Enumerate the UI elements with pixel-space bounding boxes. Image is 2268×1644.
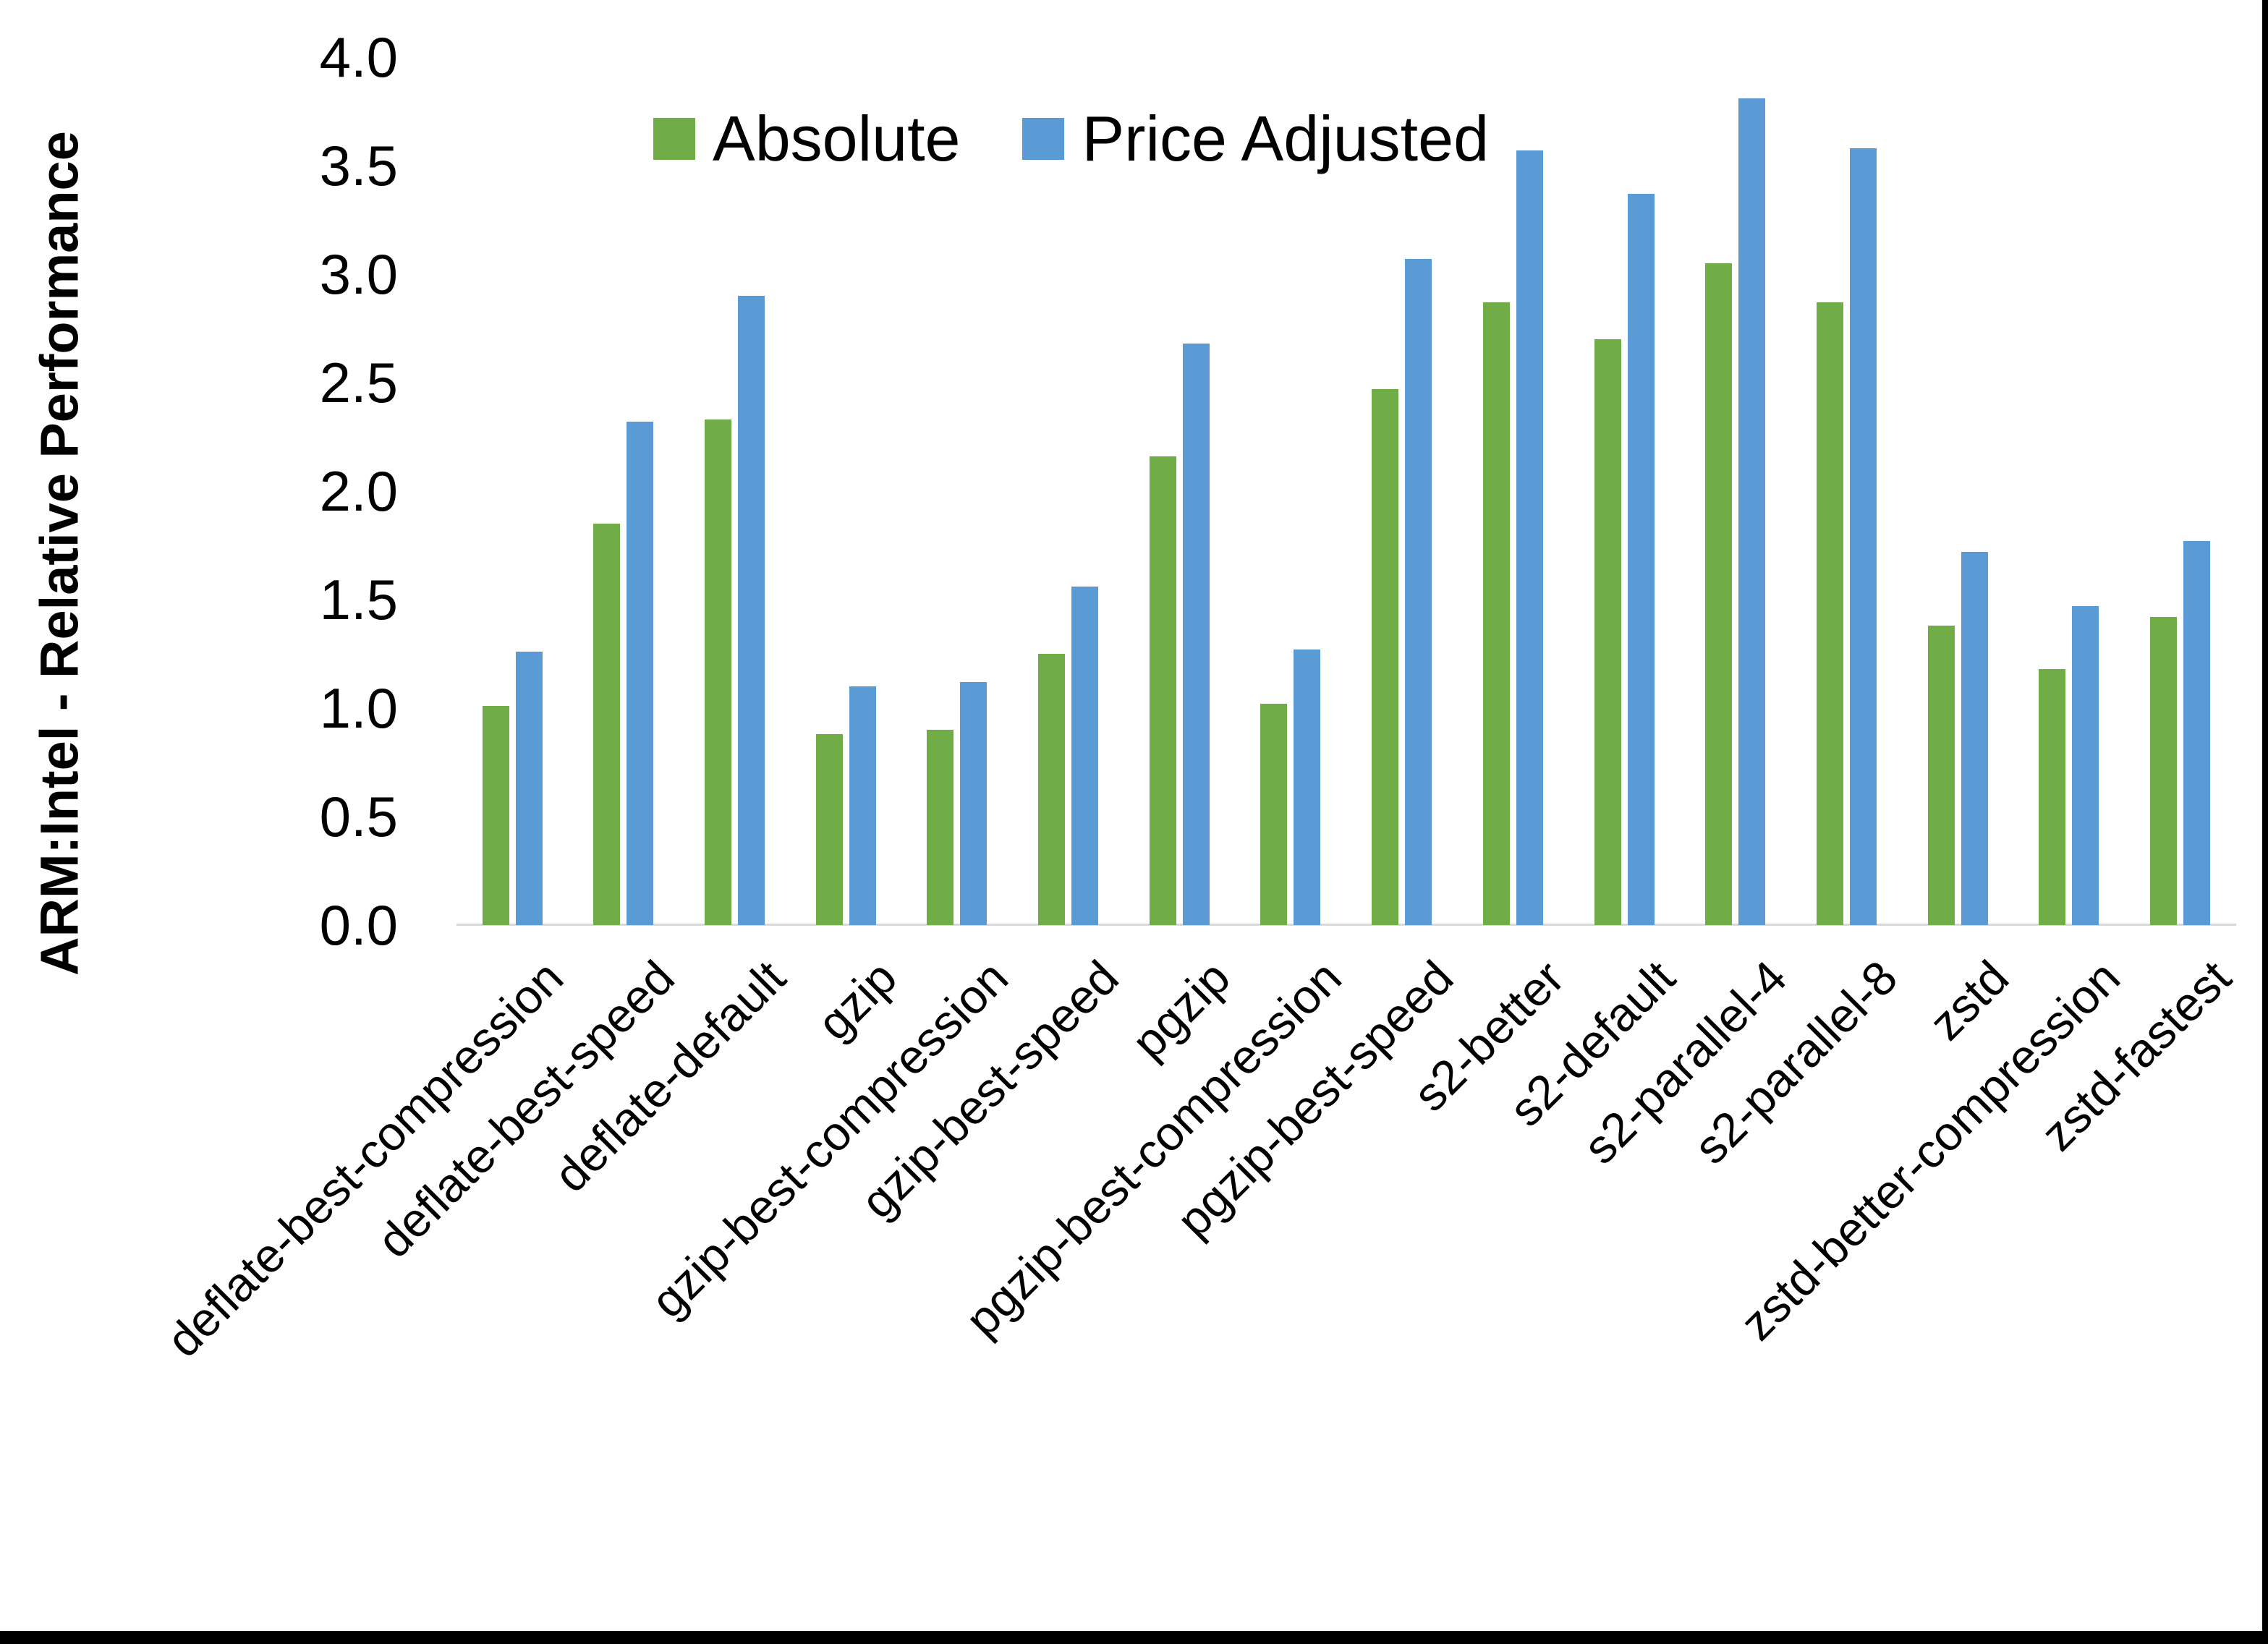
legend-label-price-adjusted: Price Adjusted <box>1082 103 1490 174</box>
bar-absolute-pgzip <box>1150 456 1176 925</box>
bar-price-adjusted-s2-parallel-4 <box>1738 98 1765 925</box>
legend-swatch-price-adjusted-icon <box>1022 118 1065 160</box>
y-tick-label: 0.5 <box>319 785 398 848</box>
legend-item-absolute: Absolute <box>653 107 960 171</box>
bar-price-adjusted-pgzip <box>1183 344 1210 925</box>
bar-absolute-deflate-best-compression <box>483 706 509 925</box>
bar-absolute-deflate-best-speed <box>593 524 620 925</box>
legend: Absolute Price Adjusted <box>653 107 1489 171</box>
bar-absolute-s2-parallel-4 <box>1705 263 1732 925</box>
bar-absolute-s2-parallel-8 <box>1817 302 1843 925</box>
bar-price-adjusted-zstd-fastest <box>2183 541 2210 925</box>
x-axis-line <box>456 924 2236 926</box>
bar-absolute-s2-better <box>1483 302 1510 925</box>
bar-price-adjusted-gzip-best-speed <box>1071 587 1098 925</box>
legend-swatch-absolute-icon <box>653 118 695 160</box>
bar-price-adjusted-pgzip-best-compression <box>1294 649 1320 925</box>
x-category-label-gzip: gzip <box>807 950 907 1050</box>
bar-absolute-zstd-fastest <box>2150 617 2177 925</box>
bar-price-adjusted-zstd <box>1961 552 1988 925</box>
bar-price-adjusted-gzip-best-compression <box>960 682 987 925</box>
bar-price-adjusted-s2-default <box>1628 194 1655 925</box>
bar-price-adjusted-s2-parallel-8 <box>1850 148 1877 925</box>
bar-price-adjusted-deflate-best-speed <box>627 422 653 925</box>
y-tick-label: 3.0 <box>319 242 398 306</box>
bar-absolute-pgzip-best-compression <box>1260 704 1287 925</box>
bar-price-adjusted-s2-better <box>1516 150 1543 925</box>
y-axis-title: ARM:Intel - Relative Performance <box>29 131 90 976</box>
y-tick-label: 1.5 <box>319 568 398 631</box>
bar-absolute-gzip-best-speed <box>1038 654 1065 925</box>
bar-absolute-zstd-better-compression <box>2039 669 2065 925</box>
bar-price-adjusted-pgzip-best-speed <box>1405 259 1432 925</box>
y-tick-label: 3.5 <box>319 134 398 197</box>
bar-absolute-s2-default <box>1594 339 1621 925</box>
bar-absolute-zstd <box>1928 626 1955 925</box>
bar-absolute-pgzip-best-speed <box>1372 389 1398 925</box>
y-tick-label: 0.0 <box>319 893 398 957</box>
y-tick-label: 2.5 <box>319 351 398 414</box>
legend-item-price-adjusted: Price Adjusted <box>1022 107 1489 171</box>
bar-price-adjusted-zstd-better-compression <box>2072 606 2099 925</box>
bar-price-adjusted-deflate-default <box>738 296 765 925</box>
bar-absolute-gzip-best-compression <box>927 730 954 925</box>
x-category-label-zstd: zstd <box>1919 950 2019 1050</box>
y-tick-label: 1.0 <box>319 676 398 740</box>
bar-absolute-gzip <box>816 734 843 925</box>
bar-price-adjusted-gzip <box>849 686 876 925</box>
y-tick-label: 2.0 <box>319 459 398 523</box>
bar-price-adjusted-deflate-best-compression <box>516 652 543 925</box>
legend-label-absolute: Absolute <box>713 103 961 174</box>
bar-absolute-deflate-default <box>705 419 731 925</box>
y-tick-label: 4.0 <box>319 25 398 89</box>
